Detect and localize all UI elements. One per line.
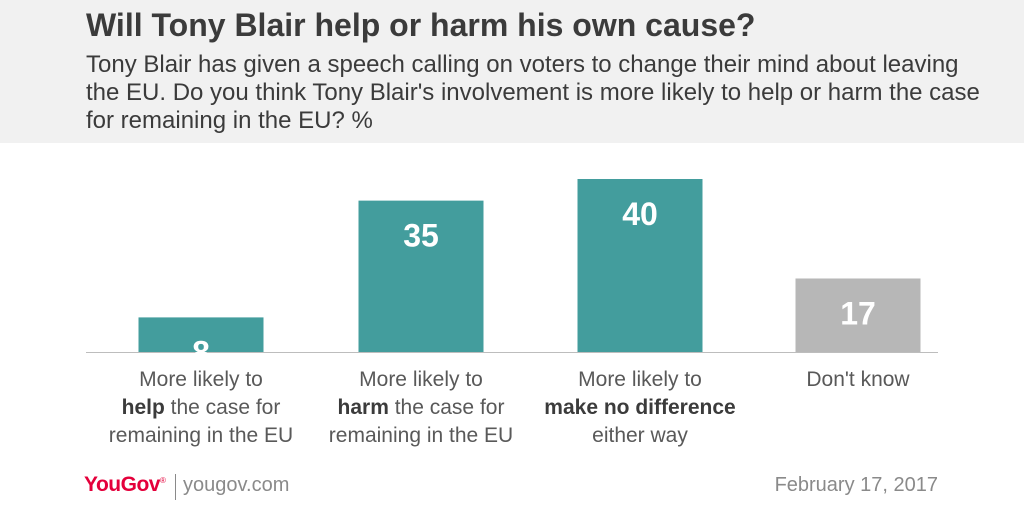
data-label: 40	[622, 196, 658, 232]
category-label-emphasis: harm	[337, 396, 389, 419]
category-label-line: More likely to	[359, 368, 483, 391]
yougov-logo: YouGov®	[84, 473, 166, 497]
footer-date: February 17, 2017	[774, 474, 938, 496]
brand-mark: ®	[159, 476, 166, 485]
bar	[138, 317, 264, 352]
category-label-line: harm the case for	[337, 396, 505, 419]
data-label: 17	[840, 295, 876, 331]
category-label-line: More likely to	[578, 368, 702, 391]
footer-divider	[175, 474, 176, 500]
bar	[577, 179, 703, 352]
category-label-emphasis: help	[121, 396, 165, 419]
category-label: More likely to help the case for remaining…	[91, 366, 311, 450]
bar	[795, 278, 921, 352]
bar	[358, 200, 484, 352]
category-label-line: either way	[592, 424, 688, 447]
data-label: 35	[403, 218, 439, 254]
category-label-line: help the case for	[121, 396, 281, 419]
chart-title: Will Tony Blair help or harm his own cau…	[86, 7, 756, 43]
category-label: More likely to make no difference either w…	[530, 366, 750, 450]
header-panel: Will Tony Blair help or harm his own cau…	[0, 0, 1024, 143]
bar-chart: 8 35 40 17	[86, 179, 938, 363]
footer-url: yougov.com	[183, 474, 290, 496]
category-label-line: Don't know	[806, 368, 910, 391]
data-label: 8	[192, 334, 210, 363]
category-label-line: remaining in the EU	[328, 424, 514, 447]
chart-subtitle: Tony Blair has given a speech calling on…	[86, 51, 980, 134]
category-label: More likely to harm the case for remaining…	[311, 366, 531, 450]
category-label-emphasis: make no difference	[544, 396, 736, 419]
category-label-line: make no difference	[530, 394, 750, 422]
category-label-line: More likely to	[139, 368, 263, 391]
brand-name: YouGov	[84, 473, 160, 496]
category-label-line: remaining in the EU	[108, 424, 294, 447]
category-label: Don't know	[748, 366, 968, 394]
